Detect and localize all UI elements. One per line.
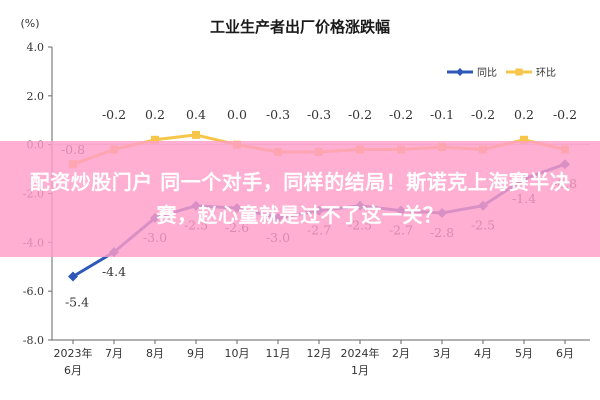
series-mom-data-label: -0.2 <box>471 107 495 122</box>
y-tick-label: -6.0 <box>23 285 44 298</box>
series-mom-data-label: -0.1 <box>430 107 454 122</box>
series-mom-data-label: -0.3 <box>266 107 290 122</box>
x-tick-label: 6月 <box>556 347 574 360</box>
series-yoy-data-label: -5.4 <box>65 295 89 310</box>
x-tick-label: 2024年 <box>341 346 380 360</box>
legend-swatch-marker <box>456 68 464 76</box>
x-tick-label: 4月 <box>474 347 492 360</box>
x-tick-label: 9月 <box>187 347 205 360</box>
series-mom-data-label: 0.2 <box>514 107 534 122</box>
series-mom-data-label: -0.2 <box>102 107 126 122</box>
series-mom-data-label: 0.0 <box>227 107 247 122</box>
legend: 同比 环比 <box>447 67 556 79</box>
overlay-banner[interactable]: 配资炒股门户 同一个对手，同样的结局！斯诺克上海赛半决赛，赵心童就是过不了这一关… <box>0 141 600 257</box>
x-tick-label: 8月 <box>146 347 164 360</box>
series-mom-data-label: 0.4 <box>186 107 206 122</box>
x-tick-label: 10月 <box>225 347 250 360</box>
series-mom-data-label: -0.2 <box>348 107 372 122</box>
series-mom-data-label: 0.2 <box>145 107 165 122</box>
x-tick-label: 7月 <box>105 347 123 360</box>
series-yoy-point <box>68 271 78 282</box>
series-mom-data-label: -0.3 <box>307 107 331 122</box>
y-axis-unit: (%) <box>20 17 39 30</box>
series-mom-point <box>520 135 528 144</box>
x-ticks: 2023年 6月 7月 8月 9月 10月 11月 12月 2024年 1月 2月 3月 4月 5月 6月 <box>54 340 574 377</box>
y-tick-label: -8.0 <box>23 334 44 347</box>
y-tick-label: 4.0 <box>27 41 45 54</box>
series-yoy-data-label: -4.4 <box>102 264 126 279</box>
y-tick-label: 2.0 <box>27 90 45 103</box>
x-tick-label: 2023年 <box>54 346 93 360</box>
x-tick-label: 2月 <box>392 347 410 360</box>
series-mom-point <box>192 130 200 139</box>
x-tick-label: 5月 <box>515 347 533 360</box>
x-tick-label: 1月 <box>351 364 369 377</box>
x-tick-label: 3月 <box>433 347 451 360</box>
legend-label: 环比 <box>536 67 556 79</box>
banner-headline[interactable]: 配资炒股门户 同一个对手，同样的结局！斯诺克上海赛半决赛，赵心童就是过不了这一关… <box>29 170 571 227</box>
x-tick-label: 11月 <box>266 347 291 360</box>
series-mom-point <box>151 135 159 144</box>
chart-title: 工业生产者出厂价格涨跌幅 <box>210 18 390 36</box>
series-mom-data-label: -0.2 <box>389 107 413 122</box>
legend-label: 同比 <box>477 67 497 79</box>
series-mom-data-label: -0.2 <box>553 107 577 122</box>
x-tick-label: 6月 <box>64 364 82 377</box>
x-tick-label: 12月 <box>307 347 332 360</box>
legend-swatch-marker <box>515 68 523 76</box>
